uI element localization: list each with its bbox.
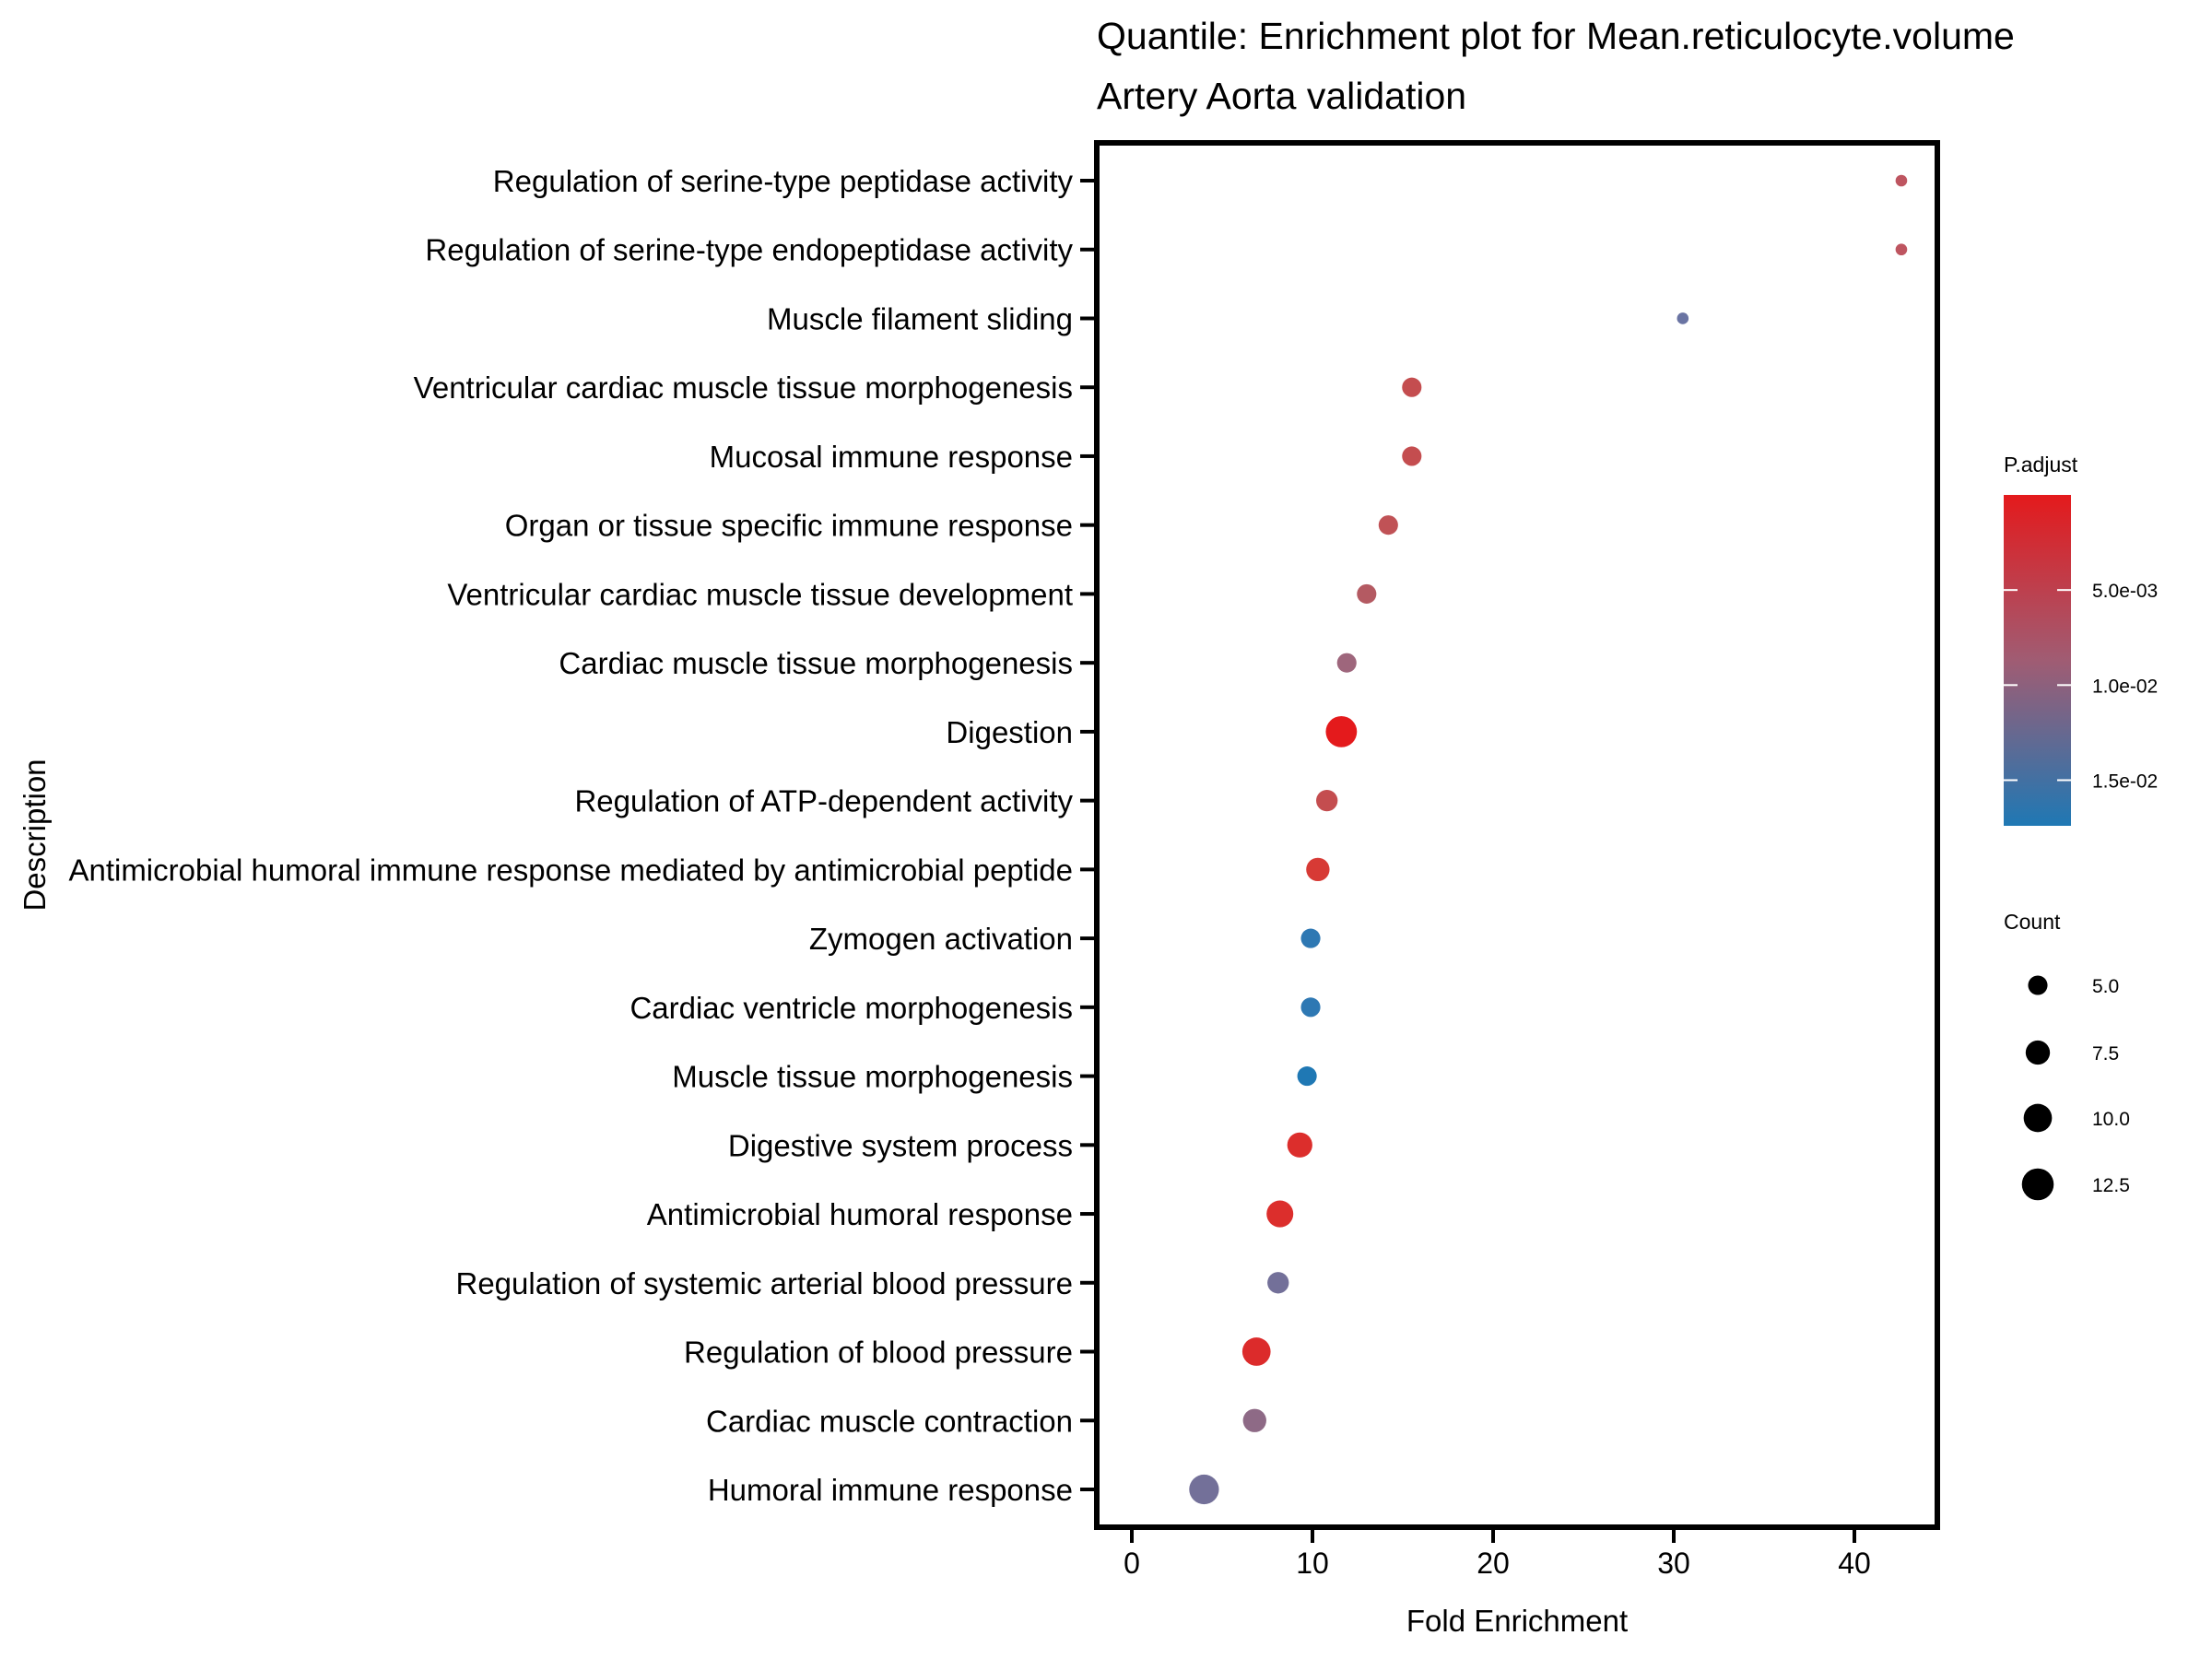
- x-tick-label: 0: [1124, 1547, 1140, 1580]
- data-point: [1306, 857, 1330, 882]
- x-tick-label: 30: [1657, 1547, 1690, 1580]
- data-point: [1325, 715, 1358, 747]
- color-bar-ticks: 5.0e-03 1.0e-02 1.5e-02: [2004, 581, 2158, 792]
- color-legend-label: 5.0e-03: [2092, 581, 2158, 602]
- y-tick-label: Regulation of ATP-dependent activity: [574, 784, 1073, 818]
- color-legend-label: 1.0e-02: [2092, 676, 2158, 697]
- size-legend: Count 5.0 7.5 10.0 12.5: [2004, 910, 2130, 1201]
- size-legend-label: 12.5: [2092, 1175, 2130, 1196]
- data-point: [1677, 312, 1689, 324]
- y-tick-label: Cardiac ventricle morphogenesis: [629, 991, 1073, 1025]
- data-point: [1357, 583, 1377, 604]
- data-point: [1189, 1474, 1219, 1505]
- y-tick-label: Muscle filament sliding: [767, 301, 1073, 335]
- y-tick-label: Ventricular cardiac muscle tissue develo…: [447, 577, 1073, 611]
- size-legend-label: 10.0: [2092, 1109, 2130, 1130]
- y-tick-label: Zymogen activation: [809, 922, 1073, 956]
- data-point: [1297, 1066, 1317, 1087]
- size-legend-key: [2028, 975, 2048, 995]
- y-axis-ticks: [1080, 179, 1095, 1491]
- y-tick-label: Cardiac muscle tissue morphogenesis: [559, 646, 1073, 680]
- size-legend-key: [2025, 1040, 2051, 1065]
- size-legend-title: Count: [2004, 910, 2061, 934]
- data-point: [1287, 1132, 1312, 1158]
- y-tick-label: Cardiac muscle contraction: [706, 1404, 1073, 1438]
- y-tick-label: Regulation of serine-type endopeptidase …: [425, 233, 1073, 267]
- color-legend: P.adjust 5.0e-03 1.0e-02 1.5e-02: [2004, 453, 2158, 826]
- data-point: [1267, 1272, 1289, 1294]
- size-legend-label: 5.0: [2092, 976, 2119, 997]
- x-tick-label: 10: [1296, 1547, 1329, 1580]
- data-point: [1242, 1408, 1266, 1432]
- data-point: [1336, 653, 1357, 673]
- y-tick-label: Organ or tissue specific immune response: [505, 509, 1073, 543]
- data-point: [1402, 446, 1422, 466]
- plot-frame: [1094, 140, 1940, 1530]
- y-tick-label: Regulation of serine-type peptidase acti…: [493, 164, 1074, 198]
- size-legend-key: [2023, 1103, 2053, 1133]
- data-point: [1316, 789, 1338, 812]
- data-point: [1300, 997, 1321, 1018]
- x-axis-title: Fold Enrichment: [1406, 1604, 1628, 1638]
- data-point: [1895, 174, 1908, 187]
- y-tick-label: Digestive system process: [728, 1128, 1073, 1162]
- y-tick-label: Mucosal immune response: [710, 440, 1073, 474]
- color-legend-label: 1.5e-02: [2092, 771, 2158, 792]
- y-tick-label: Ventricular cardiac muscle tissue morpho…: [414, 371, 1073, 405]
- chart-title: Quantile: Enrichment plot for Mean.retic…: [1097, 15, 2015, 57]
- data-point: [1378, 515, 1398, 535]
- x-tick-label: 20: [1477, 1547, 1510, 1580]
- size-legend-keys: 5.0 7.5 10.0 12.5: [2021, 975, 2130, 1201]
- chart-subtitle: Artery Aorta validation: [1097, 75, 1466, 117]
- size-legend-label: 7.5: [2092, 1043, 2119, 1065]
- y-tick-label: Humoral immune response: [708, 1473, 1073, 1507]
- x-axis-ticks: 0 10 20 30 40: [1124, 1530, 1871, 1580]
- data-point: [1402, 377, 1422, 397]
- data-point: [1241, 1337, 1271, 1366]
- y-tick-label: Digestion: [946, 715, 1073, 749]
- y-axis-labels: Regulation of serine-type peptidase acti…: [68, 164, 1073, 1507]
- x-tick-label: 40: [1838, 1547, 1871, 1580]
- color-legend-title: P.adjust: [2004, 453, 2078, 477]
- y-tick-label: Muscle tissue morphogenesis: [672, 1060, 1073, 1094]
- data-points: [1189, 174, 1908, 1505]
- data-point: [1895, 243, 1908, 256]
- y-axis-title: Description: [18, 759, 52, 911]
- size-legend-key: [2021, 1168, 2054, 1201]
- y-tick-label: Regulation of systemic arterial blood pr…: [456, 1266, 1074, 1300]
- color-bar: [2004, 495, 2071, 826]
- y-tick-label: Antimicrobial humoral immune response me…: [68, 853, 1073, 887]
- y-tick-label: Regulation of blood pressure: [684, 1335, 1073, 1370]
- y-tick-label: Antimicrobial humoral response: [647, 1197, 1073, 1231]
- data-point: [1266, 1200, 1294, 1228]
- data-point: [1300, 928, 1321, 948]
